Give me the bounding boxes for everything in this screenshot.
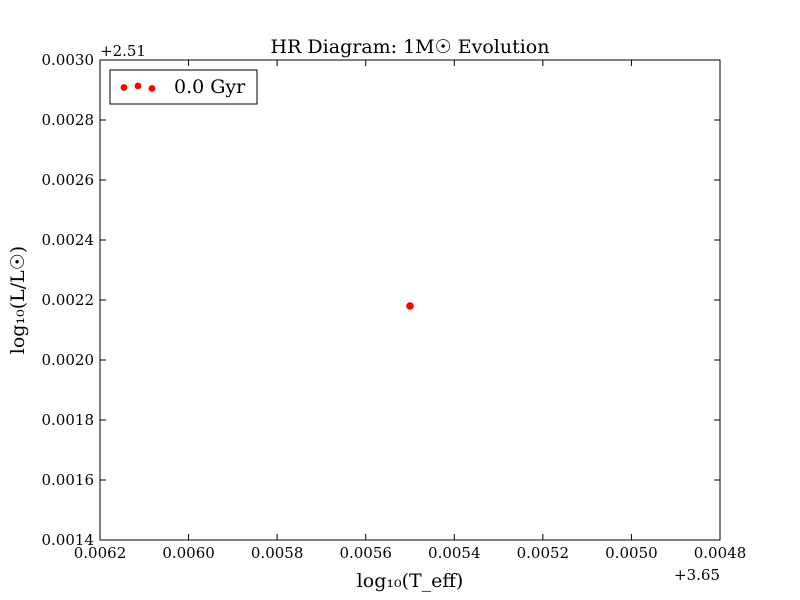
- legend-marker-dot: [134, 82, 142, 90]
- x-tick-label: 0.0048: [694, 544, 747, 562]
- x-tick-label: 0.0052: [517, 544, 570, 562]
- data-point: [406, 302, 414, 310]
- legend-box: [109, 69, 258, 105]
- legend-label: 0.0 Gyr: [174, 76, 246, 98]
- y-offset-label: +2.51: [100, 42, 146, 60]
- y-tick-label: 0.0020: [42, 351, 95, 369]
- x-tick-label: 0.0050: [605, 544, 658, 562]
- x-tick-label: 0.0062: [74, 544, 127, 562]
- x-tick-label: 0.0060: [162, 544, 215, 562]
- legend-marker-dot: [120, 84, 128, 91]
- x-tick-label: 0.0056: [339, 544, 392, 562]
- y-tick-label: 0.0024: [42, 231, 95, 249]
- y-tick-label: 0.0014: [42, 531, 95, 549]
- y-axis-ticks: 0.0014 0.0016 0.0018 0.0020 0.0022 0.0024 0.00…: [42, 51, 720, 549]
- x-axis-ticks: 0.0062 0.0060 0.0058 0.0056 0.0054 0.0052 0.00…: [74, 60, 747, 562]
- legend-marker: [120, 82, 156, 92]
- y-tick-label: 0.0026: [42, 171, 95, 189]
- y-tick-label: 0.0022: [42, 291, 95, 309]
- legend-marker-dot: [148, 85, 156, 92]
- x-tick-label: 0.0058: [251, 544, 304, 562]
- x-tick-label: 0.0054: [428, 544, 481, 562]
- series-points: [406, 302, 414, 310]
- x-offset-label: +3.65: [674, 566, 720, 584]
- y-tick-label: 0.0018: [42, 411, 95, 429]
- y-tick-label: 0.0016: [42, 471, 95, 489]
- y-axis-label: log₁₀(L/L☉): [7, 246, 29, 354]
- x-axis-label: log₁₀(T_eff): [357, 570, 464, 592]
- y-tick-label: 0.0030: [42, 51, 95, 69]
- legend: 0.0 Gyr: [109, 69, 258, 105]
- y-tick-label: 0.0028: [42, 111, 95, 129]
- chart-title: HR Diagram: 1M☉ Evolution: [271, 36, 550, 58]
